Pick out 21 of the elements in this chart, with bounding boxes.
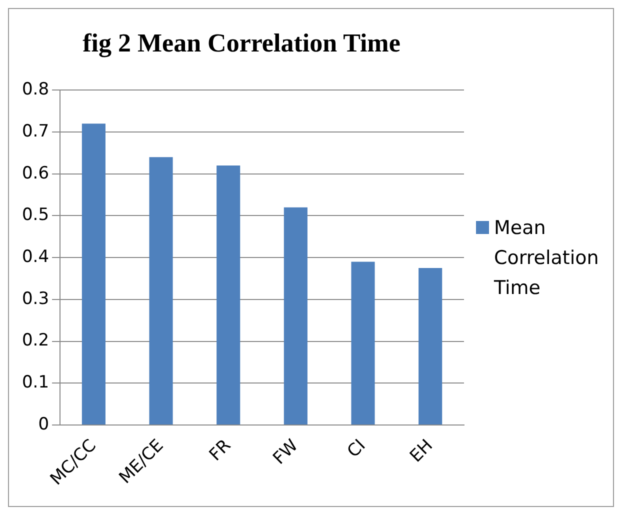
y-tick-label: 0.5	[22, 204, 50, 225]
y-tick-label: 0.8	[22, 79, 50, 100]
bar	[351, 261, 375, 424]
bar	[284, 206, 308, 424]
bar	[82, 123, 106, 424]
bar	[149, 156, 173, 424]
chart-title: fig 2 Mean Correlation Time	[82, 28, 400, 57]
bar	[216, 165, 240, 424]
legend-label: Mean Correlation Time	[494, 216, 600, 300]
x-tick-label: FR	[206, 435, 236, 465]
x-tick-label: FW	[269, 435, 302, 468]
y-tick-label: 0.2	[22, 330, 50, 350]
y-tick-label: 0.1	[22, 372, 50, 392]
x-tick-label: CI	[344, 435, 370, 462]
bar	[418, 268, 442, 424]
y-tick-label: 0.3	[22, 288, 50, 308]
y-tick-label: 0.4	[22, 246, 50, 267]
x-tick-label: EH	[406, 435, 437, 466]
y-tick-label: 0.7	[22, 120, 50, 141]
y-tick-label: 0	[38, 414, 50, 434]
y-tick-label: 0.6	[22, 162, 50, 183]
